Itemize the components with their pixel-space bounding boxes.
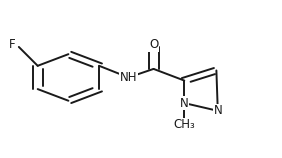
Text: N: N bbox=[180, 97, 189, 109]
Text: O: O bbox=[149, 38, 158, 51]
Text: NH: NH bbox=[120, 71, 137, 84]
Text: N: N bbox=[213, 104, 222, 117]
Text: CH₃: CH₃ bbox=[173, 118, 195, 131]
Text: F: F bbox=[9, 38, 15, 51]
